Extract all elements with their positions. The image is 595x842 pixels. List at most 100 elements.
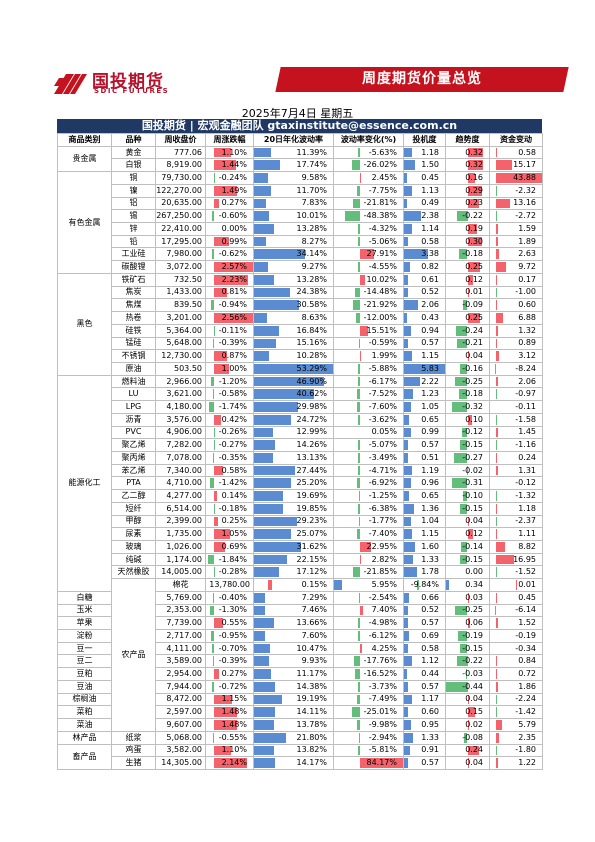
data-bar	[496, 236, 499, 247]
data-bar	[214, 198, 219, 209]
data-bar	[454, 452, 468, 463]
trend-degree: -0.31	[445, 476, 490, 491]
commodity-name: 尿素	[111, 527, 156, 541]
weekly-change: -1.42%	[205, 476, 254, 491]
close-price: 7,739.00	[155, 616, 206, 631]
data-bar	[456, 656, 468, 667]
data-bar	[357, 694, 360, 705]
commodity-name-value: 玉米	[76, 605, 93, 615]
close-price: 732.50	[155, 272, 206, 287]
data-bar	[208, 402, 215, 412]
volatility-change-value: -6.17%	[368, 376, 397, 386]
speculation-degree: 0.57	[403, 438, 446, 452]
close-price-value: 7,944.00	[166, 681, 202, 691]
speculation-degree: 0.65	[403, 489, 446, 503]
data-bar	[467, 173, 476, 183]
trend-degree-value: -0.12	[462, 427, 483, 437]
weekly-change-value: 1.48%	[221, 719, 247, 729]
volatility-change: -25.01%	[333, 705, 404, 720]
trend-degree: 0.02	[445, 718, 490, 732]
volatility-change: -4.55%	[333, 260, 404, 274]
volatility-change-value: -5.63%	[368, 147, 397, 157]
category-cell: 林产品	[57, 730, 112, 745]
trend-degree: -0.02	[445, 463, 490, 478]
logo-mark-icon	[54, 74, 87, 94]
trend-degree: 0.01	[445, 285, 490, 300]
data-bar	[214, 262, 253, 272]
data-bar	[254, 287, 291, 298]
speculation-degree: 1.15	[403, 349, 446, 363]
commodity-name-value: 鸡蛋	[125, 745, 142, 755]
trend-degree-value: 0.01	[518, 580, 536, 590]
data-bar	[214, 313, 253, 323]
close-price: 17,295.00	[155, 234, 206, 249]
data-bar	[404, 351, 413, 361]
volatility-change-value: -3.62%	[368, 414, 397, 424]
commodity-name: 不锈钢	[111, 349, 156, 363]
close-price-value: 3,589.00	[166, 656, 202, 666]
weekly-change: 0.14%	[205, 489, 254, 503]
trend-degree: -0.21	[445, 336, 490, 351]
close-price: 12,730.00	[155, 349, 206, 363]
weekly-change-value: 1.05%	[221, 529, 247, 539]
volatility-change: -3.49%	[333, 450, 404, 465]
volatility-20d-value: 13.28%	[296, 223, 327, 233]
data-bar	[462, 491, 468, 501]
data-bar	[254, 567, 280, 578]
commodity-name-value: 沥青	[125, 414, 142, 424]
weekly-change: -0.39%	[205, 336, 254, 351]
fund-flow-value: -6.14	[515, 605, 536, 615]
data-bar	[358, 452, 360, 463]
close-price-value: 2,597.00	[166, 707, 202, 717]
table-row: 铅 17,295.00 0.99% 8.27% -5.06% 0.58 0.30 1.89	[58, 234, 543, 249]
commodity-name: 白糖	[57, 590, 112, 605]
data-bar	[355, 287, 360, 298]
close-price-value: 732.50	[174, 274, 202, 284]
data-bar	[359, 643, 362, 654]
weekly-change: -0.39%	[205, 654, 254, 669]
volatility-20d-value: 7.83%	[301, 198, 327, 208]
fund-flow-value: 2.63	[518, 249, 536, 259]
fund-flow-value: 6.88	[518, 312, 536, 322]
data-bar	[496, 758, 498, 768]
fund-flow-value: 43.88	[513, 173, 536, 183]
fund-flow: 0.24	[489, 450, 543, 465]
data-bar	[254, 160, 281, 171]
trend-degree: 0.15	[445, 705, 490, 720]
data-bar	[467, 618, 471, 629]
data-bar	[496, 618, 498, 629]
volatility-change-value: -1.25%	[368, 490, 397, 500]
speculation-degree: 0.49	[403, 196, 446, 211]
logo-english-text: SDIC FUTURES	[94, 87, 170, 95]
col-header-fund-flow: 资金变动	[489, 133, 543, 147]
data-bar	[254, 720, 275, 730]
close-price: 14,305.00	[155, 756, 206, 770]
commodity-name-value: 甲醇	[125, 516, 142, 526]
fund-flow-value: 13.16	[513, 198, 536, 208]
fund-flow: 0.45	[489, 590, 543, 605]
fund-flow-value: 0.58	[518, 147, 536, 157]
volatility-20d: 13.13%	[253, 450, 334, 465]
trend-degree: -0.08	[445, 730, 490, 745]
close-price-value: 1,026.00	[166, 541, 202, 551]
table-row: 纯碱 1,174.00 -1.84% 22.15% 2.82% 1.33 -0.15 16.9…	[58, 552, 543, 567]
trend-degree-value: -0.02	[462, 465, 483, 475]
volatility-change-value: -26.02%	[363, 160, 397, 170]
volatility-change: -7.52%	[333, 387, 404, 402]
data-bar	[213, 452, 215, 463]
commodity-name-value: 菜油	[76, 719, 93, 729]
data-bar	[214, 160, 237, 171]
trend-degree: 0.03	[445, 590, 490, 605]
trend-degree: -0.18	[445, 247, 490, 262]
data-bar	[359, 605, 364, 616]
weekly-change-value: -0.39%	[218, 656, 247, 666]
data-bar	[254, 351, 270, 361]
data-bar	[254, 605, 266, 616]
weekly-change: 0.42%	[205, 412, 254, 427]
data-bar	[404, 376, 420, 387]
volatility-20d: 24.38%	[253, 285, 334, 300]
fund-flow: -2.24	[489, 692, 543, 707]
close-price: 3,621.00	[155, 387, 206, 402]
speculation-degree: 1.13	[403, 183, 446, 198]
speculation-degree-value: 1.78	[421, 567, 439, 577]
